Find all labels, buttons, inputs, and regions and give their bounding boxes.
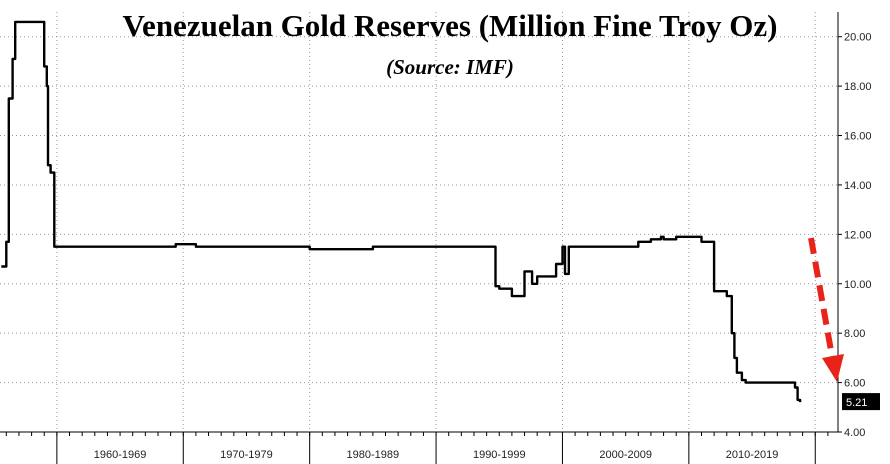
x-category-label: 1990-1999 <box>473 449 526 461</box>
last-value-badge-bg <box>842 393 880 411</box>
y-tick-label: 8.00 <box>844 328 865 340</box>
x-category-label: 1960-1969 <box>94 449 147 461</box>
last-value-badge: 5.21 <box>842 393 880 411</box>
y-tick-label: 16.00 <box>844 131 872 143</box>
chart-title: Venezuelan Gold Reserves (Million Fine T… <box>123 8 778 43</box>
last-value-label: 5.21 <box>846 397 867 409</box>
x-category-label: 1970-1979 <box>220 449 273 461</box>
y-tick-label: 20.00 <box>844 32 872 44</box>
trend-arrow-shaft <box>808 237 836 363</box>
y-tick-label: 6.00 <box>844 378 865 390</box>
plot-axes <box>0 12 842 464</box>
series-line <box>1 20 802 403</box>
chart-subtitle: (Source: IMF) <box>386 55 514 79</box>
trend-arrow-head <box>822 354 844 382</box>
y-tick-label: 12.00 <box>844 229 872 241</box>
trend-arrow <box>808 237 844 382</box>
y-tick-label: 10.00 <box>844 279 872 291</box>
x-category-label: 1980-1989 <box>347 449 400 461</box>
y-tick-label: 14.00 <box>844 180 872 192</box>
x-axis-categories: 1960-1969 1970-1979 1980-1989 1990-1999 2000… <box>94 449 779 461</box>
y-tick-label: 4.00 <box>844 427 865 439</box>
x-category-label: 2000-2009 <box>599 449 652 461</box>
y-tick-label: 18.00 <box>844 81 872 93</box>
x-category-label: 2010-2019 <box>726 449 779 461</box>
y-axis-ticks: 4.00 6.00 8.00 10.00 12.00 14.00 16.00 18.00 20.… <box>844 32 872 439</box>
series-layer <box>1 20 802 403</box>
